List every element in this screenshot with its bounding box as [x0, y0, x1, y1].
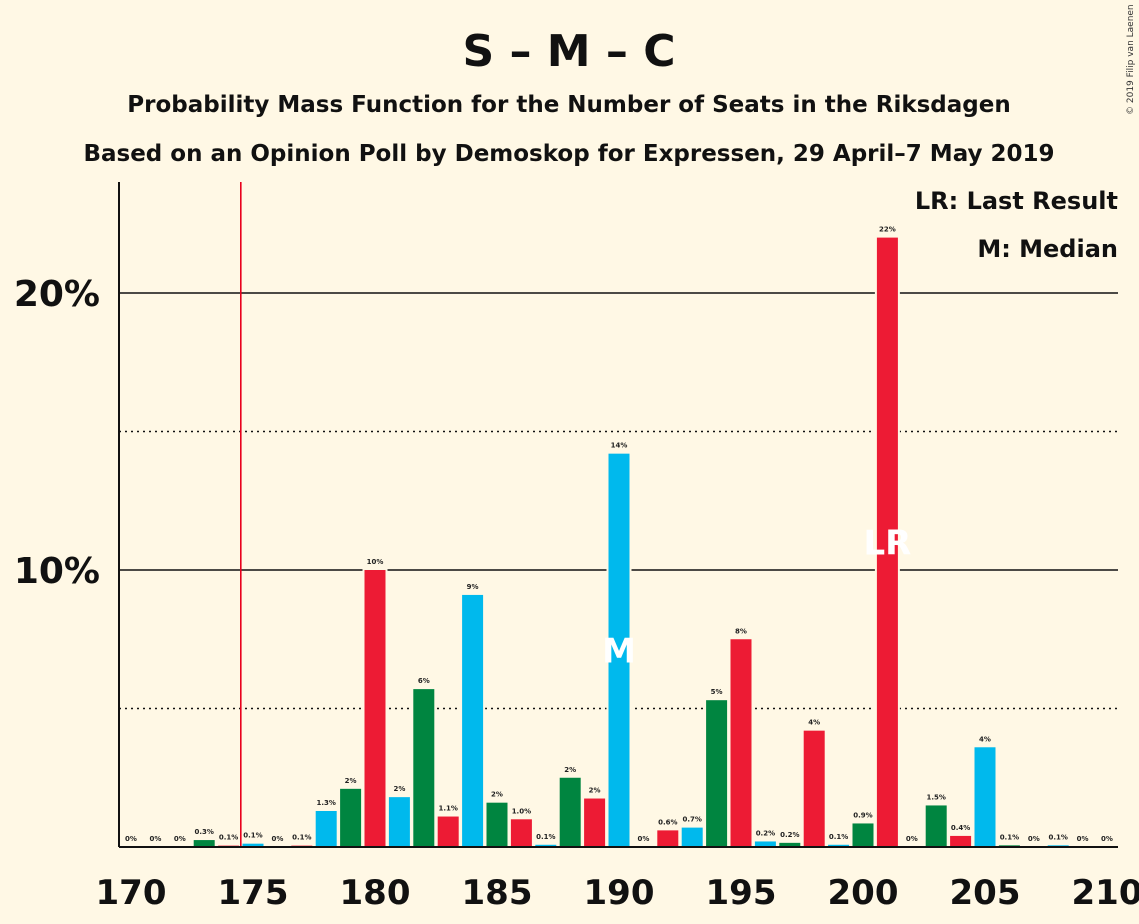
chart-subtitle: Probability Mass Function for the Number…	[127, 92, 1010, 118]
bar-183	[437, 816, 459, 847]
data-label-196: 0.2%	[756, 829, 775, 837]
data-label-193: 0.7%	[682, 816, 701, 824]
data-label-178: 1.3%	[316, 799, 335, 807]
bar-192	[657, 830, 679, 847]
data-label-187: 0.1%	[536, 833, 555, 841]
x-tick-label: 175	[218, 873, 289, 913]
data-label-183: 1.1%	[438, 805, 457, 813]
data-label-182: 6%	[418, 677, 430, 685]
bar-195	[730, 639, 752, 847]
x-tick-label: 180	[340, 873, 411, 913]
bar-173	[193, 840, 215, 847]
last-result-marker: LR	[863, 523, 911, 563]
bar-187	[535, 844, 557, 847]
x-tick-label: 200	[828, 873, 899, 913]
bar-188	[559, 777, 581, 847]
bar-175	[242, 843, 264, 847]
bar-186	[510, 819, 532, 847]
chart-subtitle-2: Based on an Opinion Poll by Demoskop for…	[83, 141, 1054, 167]
bars-group	[193, 236, 1069, 848]
data-label-207: 0%	[1028, 835, 1040, 843]
data-label-203: 1.5%	[926, 793, 945, 801]
bar-182	[413, 689, 435, 847]
bar-178	[315, 810, 337, 847]
bar-179	[340, 788, 362, 847]
data-label-173: 0.3%	[194, 828, 213, 836]
data-label-204: 0.4%	[951, 824, 970, 832]
data-label-179: 2%	[345, 777, 357, 785]
legend-last-result: LR: Last Result	[915, 187, 1118, 215]
data-label-197: 0.2%	[780, 831, 799, 839]
data-label-200: 0.9%	[853, 811, 872, 819]
data-label-198: 4%	[808, 719, 820, 727]
axes-group: 10% 20% 170 175 180 185 190 195 200 205 210	[14, 182, 1139, 913]
data-label-170: 0%	[125, 835, 137, 843]
data-label-191: 0%	[637, 835, 649, 843]
data-label-180: 10%	[367, 558, 384, 566]
x-tick-label: 210	[1072, 873, 1139, 913]
data-label-174: 0.1%	[219, 834, 238, 842]
data-label-181: 2%	[393, 785, 405, 793]
bar-194	[706, 700, 728, 847]
data-label-172: 0%	[174, 835, 186, 843]
data-label-208: 0.1%	[1048, 833, 1067, 841]
data-label-210: 0%	[1101, 835, 1113, 843]
x-tick-label: 195	[706, 873, 777, 913]
x-tick-label: 190	[584, 873, 655, 913]
data-label-206: 0.1%	[1000, 833, 1019, 841]
y-tick-label: 10%	[14, 551, 100, 592]
bar-198	[803, 730, 825, 847]
bar-184	[462, 594, 484, 847]
data-label-186: 1.0%	[512, 807, 531, 815]
bar-185	[486, 802, 508, 847]
y-tick-label: 20%	[14, 274, 100, 315]
median-marker: M	[602, 631, 636, 671]
data-label-195: 8%	[735, 627, 747, 635]
data-label-184: 9%	[467, 583, 479, 591]
bar-189	[584, 798, 606, 847]
bar-201	[876, 237, 898, 848]
x-tick-label: 170	[96, 873, 167, 913]
legend-median: M: Median	[977, 235, 1118, 263]
bar-197	[779, 842, 801, 847]
data-label-185: 2%	[491, 791, 503, 799]
data-label-175: 0.1%	[243, 832, 262, 840]
bar-204	[950, 835, 972, 847]
chart-title: S – M – C	[462, 26, 675, 77]
bar-190	[608, 453, 630, 847]
x-tick-label: 185	[462, 873, 533, 913]
bar-180	[364, 570, 386, 847]
bar-203	[925, 805, 947, 847]
data-label-177: 0.1%	[292, 834, 311, 842]
data-label-189: 2%	[589, 787, 601, 795]
data-label-199: 0.1%	[829, 833, 848, 841]
data-label-194: 5%	[711, 688, 723, 696]
data-label-190: 14%	[611, 442, 628, 450]
data-label-192: 0.6%	[658, 818, 677, 826]
credit-text: © 2019 Filip van Laenen	[1126, 4, 1136, 115]
bar-193	[681, 827, 703, 847]
bar-196	[754, 841, 776, 847]
data-label-176: 0%	[271, 835, 283, 843]
bar-200	[852, 823, 874, 847]
data-label-205: 4%	[979, 735, 991, 743]
data-label-188: 2%	[564, 766, 576, 774]
x-tick-label: 205	[950, 873, 1021, 913]
bar-199	[828, 844, 850, 847]
bar-205	[974, 747, 996, 847]
bar-181	[388, 797, 410, 847]
data-label-171: 0%	[149, 835, 161, 843]
data-label-202: 0%	[906, 835, 918, 843]
data-labels-group: 0% 0% 0% 0.3% 0.1% 0.1% 0% 0.1% 1.3% 2% 10% 2% 6% 1.1…	[125, 226, 1113, 843]
data-label-209: 0%	[1077, 835, 1089, 843]
data-label-201: 22%	[879, 226, 896, 234]
